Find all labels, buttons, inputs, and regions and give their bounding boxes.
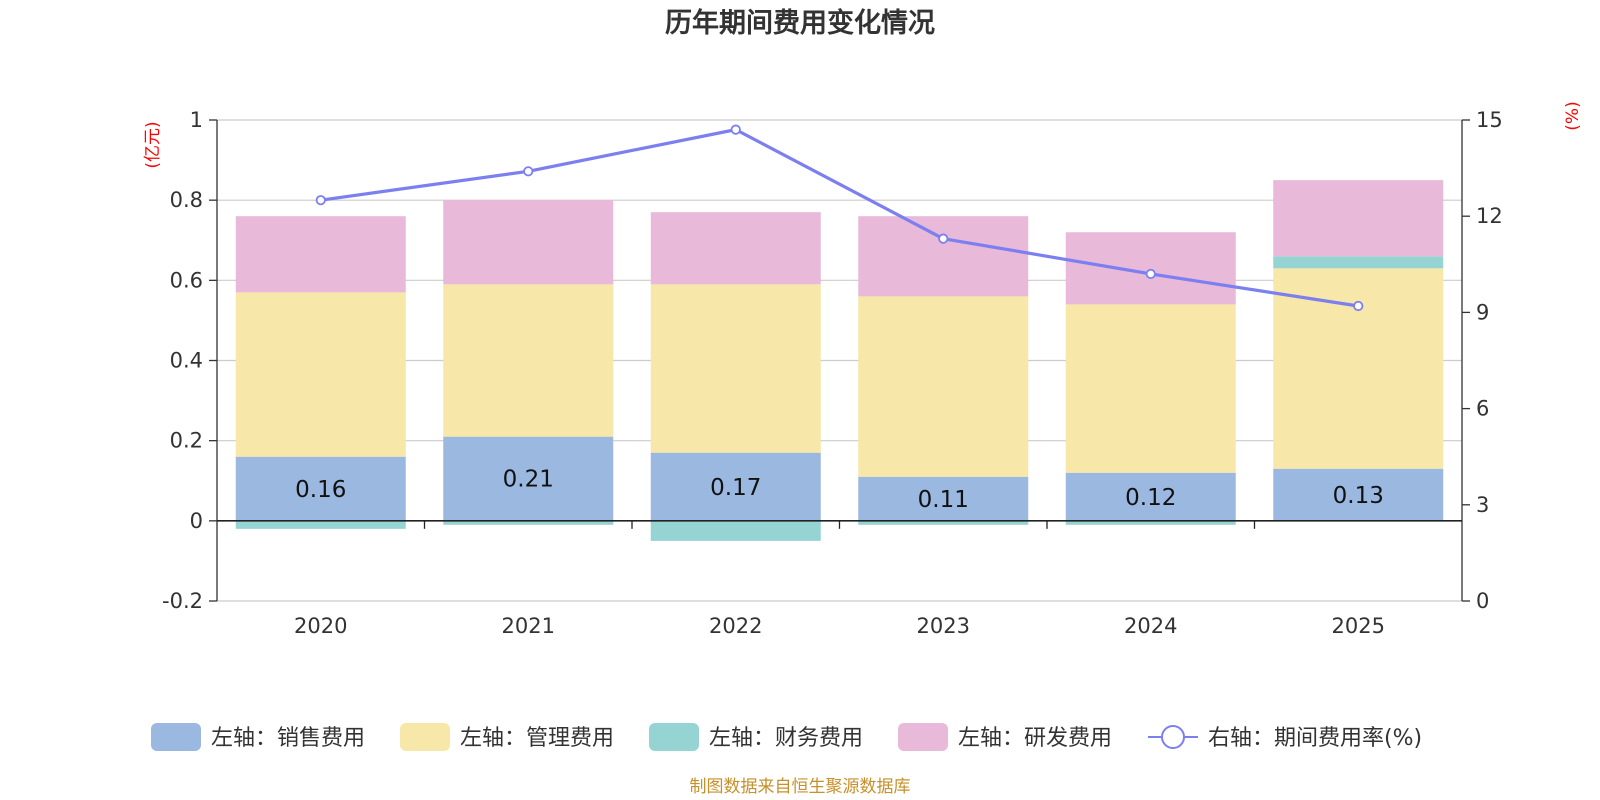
rate-point bbox=[523, 166, 534, 177]
bar-segment bbox=[1273, 180, 1444, 257]
legend: 左轴：销售费用 左轴：管理费用 左轴：财务费用 左轴：研发费用 右轴：期间费用率(%) bbox=[151, 723, 1422, 751]
bar-segment bbox=[650, 520, 821, 541]
legend-marker bbox=[1161, 725, 1185, 749]
bar-value-label: 0.13 bbox=[1333, 483, 1384, 509]
axes-group: -0.2 0 0.2 0.4 0.6 0.8 1 0 3 6 9 12 15 2020 2021 2022 20… bbox=[162, 108, 1503, 638]
legend-swatch bbox=[649, 723, 699, 751]
rate-point bbox=[1145, 268, 1156, 280]
left-axis-unit: (亿元) bbox=[143, 121, 163, 168]
right-tick-label: 9 bbox=[1476, 300, 1489, 324]
left-tick-label: 1 bbox=[190, 108, 203, 132]
bar-segment bbox=[443, 436, 614, 521]
bar-segment bbox=[858, 476, 1029, 521]
bar-segment bbox=[235, 216, 406, 293]
legend-item[interactable]: 左轴：管理费用 bbox=[400, 723, 614, 751]
bar-segment bbox=[1065, 472, 1236, 521]
legend-swatch bbox=[151, 723, 201, 751]
legend-swatch bbox=[400, 723, 450, 751]
bar-segment bbox=[235, 456, 406, 521]
category-label: 2023 bbox=[917, 614, 970, 638]
right-tick-label: 6 bbox=[1476, 397, 1489, 421]
legend-label: 右轴：期间费用率(%) bbox=[1208, 726, 1422, 751]
rate-point bbox=[315, 195, 326, 206]
rate-point bbox=[1353, 300, 1364, 312]
category-label: 2024 bbox=[1124, 614, 1177, 638]
legend-label: 左轴：财务费用 bbox=[709, 726, 863, 751]
bars-group bbox=[235, 180, 1444, 541]
legend-item[interactable]: 右轴：期间费用率(%) bbox=[1148, 725, 1422, 751]
bar-segment bbox=[1065, 232, 1236, 305]
rate-line-group bbox=[315, 124, 1364, 312]
left-tick-label: 0 bbox=[190, 509, 203, 533]
source-note: 制图数据来自恒生聚源数据库 bbox=[690, 777, 911, 797]
legend-swatch bbox=[898, 723, 948, 751]
bar-segment bbox=[443, 520, 614, 525]
legend-label: 左轴：研发费用 bbox=[958, 726, 1112, 751]
right-tick-label: 15 bbox=[1476, 108, 1503, 132]
bar-segment bbox=[235, 520, 406, 529]
bar-value-label: 0.12 bbox=[1125, 485, 1176, 511]
gridlines bbox=[217, 119, 1462, 602]
bar-segment bbox=[443, 284, 614, 437]
left-tick-label: 0.2 bbox=[170, 429, 203, 453]
bar-segment bbox=[858, 216, 1029, 297]
rate-point bbox=[938, 233, 949, 244]
bar-value-label: 0.16 bbox=[295, 477, 346, 503]
category-label: 2025 bbox=[1332, 614, 1385, 638]
bar-value-label: 0.21 bbox=[503, 467, 554, 493]
bar-segment bbox=[650, 212, 821, 285]
rate-point bbox=[730, 124, 741, 135]
chart-title: 历年期间费用变化情况 bbox=[665, 7, 935, 39]
bar-segment bbox=[858, 520, 1029, 525]
category-label: 2022 bbox=[709, 614, 762, 638]
left-tick-label: 0.6 bbox=[170, 268, 203, 292]
category-label: 2021 bbox=[502, 614, 555, 638]
right-tick-label: 0 bbox=[1476, 589, 1489, 613]
bar-segment bbox=[443, 200, 614, 285]
bar-segment bbox=[1065, 520, 1236, 525]
right-axis-unit: (%) bbox=[1563, 101, 1583, 130]
legend-item[interactable]: 左轴：销售费用 bbox=[151, 723, 365, 751]
left-tick-label: 0.4 bbox=[170, 349, 203, 373]
legend-label: 左轴：管理费用 bbox=[460, 726, 614, 751]
bar-labels-group: 0.16 0.21 0.17 0.11 0.12 0.13 bbox=[295, 467, 1384, 513]
category-label: 2020 bbox=[294, 614, 347, 638]
legend-item[interactable]: 左轴：研发费用 bbox=[898, 723, 1112, 751]
bar-segment bbox=[1273, 256, 1444, 269]
legend-item[interactable]: 左轴：财务费用 bbox=[649, 723, 863, 751]
bar-segment bbox=[858, 296, 1029, 477]
bar-segment bbox=[650, 284, 821, 453]
bar-segment bbox=[1065, 304, 1236, 473]
legend-label: 左轴：销售费用 bbox=[211, 726, 365, 751]
bar-segment bbox=[650, 452, 821, 521]
right-tick-label: 12 bbox=[1476, 204, 1503, 228]
rate-line bbox=[320, 128, 1359, 308]
bar-value-label: 0.17 bbox=[710, 475, 761, 501]
left-tick-label: -0.2 bbox=[162, 589, 203, 613]
bar-segment bbox=[1273, 468, 1444, 521]
left-tick-label: 0.8 bbox=[170, 188, 203, 212]
bar-value-label: 0.11 bbox=[918, 487, 969, 513]
bar-segment bbox=[235, 292, 406, 457]
right-tick-label: 3 bbox=[1476, 493, 1489, 517]
